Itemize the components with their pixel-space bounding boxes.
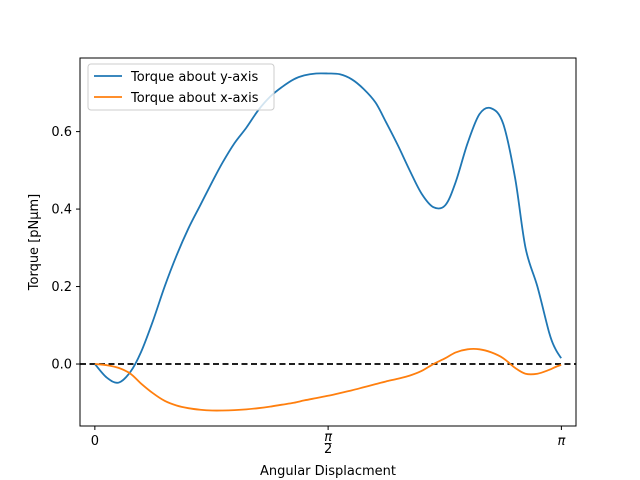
x-tick-label-2: π: [557, 434, 565, 449]
y-axis-label: Torque [pNμm]: [27, 194, 42, 291]
x-tick-label-1: π2: [324, 430, 332, 457]
y-tick-label-1: 0.2: [51, 280, 72, 295]
y-tick-label-3: 0.6: [51, 125, 72, 140]
legend-label-y-axis: Torque about y-axis: [130, 70, 258, 85]
x-axis-label: Angular Displacment: [260, 464, 396, 479]
series-line-0: [94, 72, 562, 384]
series-line-1: [94, 348, 562, 412]
legend-frame: [87, 63, 275, 111]
y-tick-label-2: 0.4: [51, 203, 72, 218]
x-tick-label-denominator: 2: [324, 442, 332, 457]
x-tick-label-numerator: π: [324, 430, 332, 445]
y-tick-label-0: 0.0: [51, 358, 72, 373]
plot-layer: [80, 72, 576, 412]
legend-label-x-axis: Torque about x-axis: [130, 91, 259, 106]
legend: Torque about y-axis Torque about x-axis: [87, 63, 275, 111]
x-tick-label-0: 0: [91, 434, 99, 449]
